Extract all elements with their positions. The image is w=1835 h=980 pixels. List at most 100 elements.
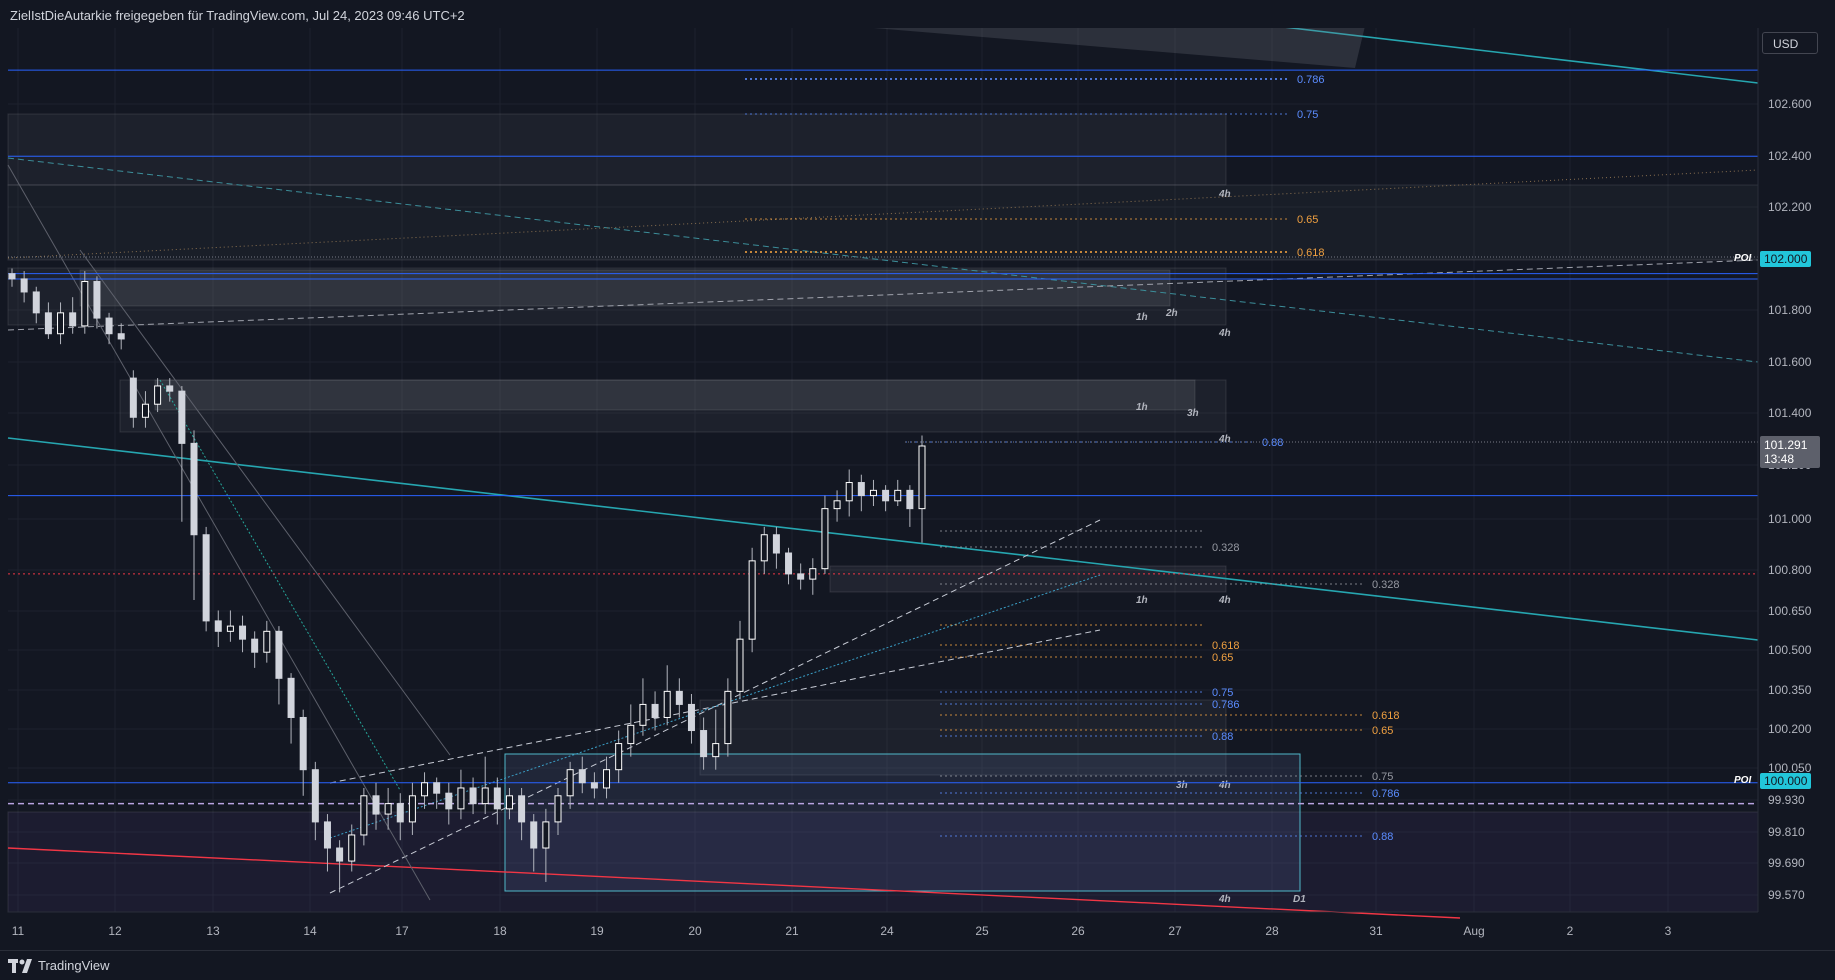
candle-body xyxy=(44,312,52,335)
channel-line xyxy=(329,629,1101,784)
tradingview-logo-icon xyxy=(8,958,32,973)
fib-ratio-label: 0.328 xyxy=(1212,542,1240,554)
zone-timeframe-label: 4h xyxy=(1218,328,1231,339)
candle-body xyxy=(372,795,380,815)
descending-line xyxy=(7,164,431,901)
tradingview-brand[interactable]: TradingView xyxy=(8,958,110,973)
fib-ratio-label: 0.65 xyxy=(1372,725,1393,737)
candle-body xyxy=(348,834,356,862)
candle-body xyxy=(894,489,902,502)
candle-body xyxy=(906,489,914,510)
candle-body xyxy=(105,317,113,335)
time-tick-label: Aug xyxy=(1463,924,1484,938)
candle-body xyxy=(542,821,550,849)
candle-body xyxy=(20,278,28,293)
price-tick-label: 100.650 xyxy=(1768,604,1812,618)
candle-body xyxy=(724,690,732,745)
chart-grid xyxy=(8,26,1758,912)
chart-header: ZielIstDieAutarkie freigegeben für Tradi… xyxy=(0,0,1835,28)
candle-body xyxy=(578,769,586,784)
zone-timeframe-label: 3h xyxy=(1187,408,1199,419)
price-tick-label: 101.400 xyxy=(1768,406,1812,420)
trendlines xyxy=(7,25,1759,919)
dashed-trendline xyxy=(7,259,1759,331)
red-trendline xyxy=(7,847,1461,919)
zone-timeframe-label: 4h xyxy=(1218,780,1231,791)
candle-body xyxy=(833,500,841,510)
dotted-trendline xyxy=(7,169,1759,259)
candle-body xyxy=(408,795,416,823)
candle-body xyxy=(311,769,319,823)
candle-body xyxy=(505,795,513,810)
fib-ratio-label: 0.786 xyxy=(1297,74,1325,86)
descending-line xyxy=(159,379,401,791)
time-tick-label: 12 xyxy=(108,924,122,938)
candle-body xyxy=(712,743,720,758)
price-tick-label: 100.200 xyxy=(1768,722,1812,736)
candle-body xyxy=(857,482,865,497)
zone-box xyxy=(7,267,1227,326)
price-tick-label: 99.690 xyxy=(1768,856,1805,870)
candle-body xyxy=(663,690,671,718)
zone-box xyxy=(7,113,1227,186)
time-tick-label: 21 xyxy=(785,924,799,938)
candle-body xyxy=(615,743,623,771)
candle-body xyxy=(93,281,101,319)
candle-body xyxy=(651,703,659,718)
time-tick-label: 13 xyxy=(206,924,220,938)
candle-body xyxy=(323,821,331,849)
fib-ratio-label: 0.75 xyxy=(1297,109,1318,121)
candle-body xyxy=(772,534,780,554)
candle-body xyxy=(675,690,683,705)
candle-body xyxy=(81,281,89,327)
fib-ratio-label: 0.618 xyxy=(1372,710,1400,722)
teal-trendline xyxy=(7,437,1759,641)
candle-body xyxy=(603,769,611,789)
price-tick-label: 102.600 xyxy=(1768,97,1812,111)
fib-ratio-label: 0.786 xyxy=(1372,788,1400,800)
horizontal-levels xyxy=(8,69,1758,805)
price-axis[interactable]: 102.600 102.400 102.200 102.000 101.800 101.6… xyxy=(1757,0,1835,950)
channel-line xyxy=(329,519,1101,894)
descending-line xyxy=(79,249,451,756)
zone-box xyxy=(7,811,1759,913)
zone-timeframe-label: 1h xyxy=(1136,595,1148,606)
candle-body xyxy=(336,847,344,862)
price-tick-label: 101.800 xyxy=(1768,303,1812,317)
candle-body xyxy=(566,769,574,797)
brand-name: TradingView xyxy=(38,958,110,973)
candle-body xyxy=(433,782,441,794)
candle-body xyxy=(845,482,853,502)
time-tick-label: 18 xyxy=(493,924,507,938)
time-tick-label: 28 xyxy=(1265,924,1279,938)
candle-body xyxy=(202,534,210,622)
price-tick-label: 100.050 xyxy=(1768,761,1812,775)
candle-body xyxy=(129,377,137,418)
candle-body xyxy=(69,312,77,327)
price-tick-label: 101.600 xyxy=(1768,355,1812,369)
zone-box xyxy=(154,379,1196,411)
candle-body xyxy=(384,803,392,815)
candle-body xyxy=(882,489,890,502)
time-tick-label: 31 xyxy=(1369,924,1383,938)
candle-body xyxy=(554,795,562,823)
poi-price-tag: 100.000 xyxy=(1760,773,1812,789)
candle-body xyxy=(360,795,368,836)
candle-body xyxy=(166,385,174,392)
zone-box xyxy=(699,699,1227,776)
fib-ratio-label: 0.786 xyxy=(1212,699,1240,711)
time-axis[interactable]: 11 12 13 14 17 18 19 20 21 24 25 26 27 28 31 Aug 2 3 xyxy=(8,911,1758,938)
time-tick-label: 11 xyxy=(12,924,25,938)
time-tick-label: 20 xyxy=(688,924,702,938)
zone-timeframe-label: 3h xyxy=(1176,780,1188,791)
candle-body xyxy=(493,787,501,810)
fib-ratio-label: 0.75 xyxy=(1212,687,1233,699)
candle-body xyxy=(821,508,829,570)
teal-trendline xyxy=(1274,25,1759,84)
current-price-value: 101.291 xyxy=(1764,438,1808,452)
candle-body xyxy=(809,568,817,580)
candle-body xyxy=(518,795,526,823)
candle-body xyxy=(57,312,65,335)
currency-selector[interactable]: USD xyxy=(1762,32,1818,54)
